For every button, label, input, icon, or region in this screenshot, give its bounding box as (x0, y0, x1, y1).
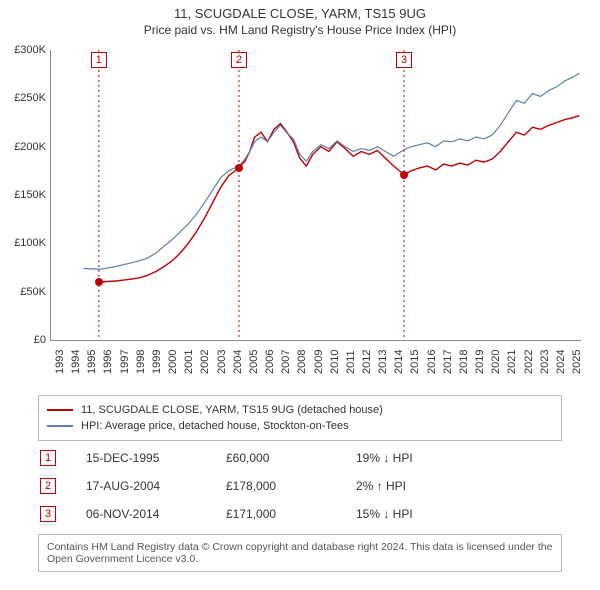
event-row-marker: 3 (40, 506, 56, 522)
x-tick-label: 1999 (151, 350, 163, 374)
x-tick-label: 2002 (199, 350, 211, 374)
legend-row: 11, SCUGDALE CLOSE, YARM, TS15 9UG (deta… (47, 402, 553, 418)
event-marker: 2 (231, 52, 247, 68)
y-tick-label: £150K (0, 189, 46, 201)
event-row: 3 06-NOV-2014 £171,000 15% ↓ HPI (38, 500, 562, 528)
event-hpi: 15% ↓ HPI (356, 507, 486, 521)
y-tick-label: £200K (0, 141, 46, 153)
x-tick-label: 2017 (442, 350, 454, 374)
event-row-marker: 1 (40, 450, 56, 466)
event-price: £171,000 (226, 507, 356, 521)
x-tick-label: 2016 (426, 350, 438, 374)
event-dot (235, 164, 243, 172)
x-tick-label: 2001 (183, 350, 195, 374)
event-price: £60,000 (226, 451, 356, 465)
x-tick-label: 1998 (135, 350, 147, 374)
legend: 11, SCUGDALE CLOSE, YARM, TS15 9UG (deta… (38, 395, 562, 441)
legend-swatch (47, 409, 73, 411)
event-hpi: 2% ↑ HPI (356, 479, 486, 493)
x-tick-label: 2025 (571, 350, 583, 374)
series-line (99, 116, 580, 282)
x-tick-label: 2008 (296, 350, 308, 374)
event-row: 2 17-AUG-2004 £178,000 2% ↑ HPI (38, 472, 562, 500)
chart-container: 11, SCUGDALE CLOSE, YARM, TS15 9UG Price… (0, 0, 600, 590)
x-tick-label: 2024 (555, 350, 567, 374)
event-date: 15-DEC-1995 (86, 451, 226, 465)
x-tick-label: 2012 (361, 350, 373, 374)
x-tick-label: 1993 (54, 350, 66, 374)
x-tick-label: 2007 (280, 350, 292, 374)
x-tick-label: 2020 (490, 350, 502, 374)
x-tick-label: 2003 (216, 350, 228, 374)
event-dot (95, 278, 103, 286)
event-row-marker: 2 (40, 478, 56, 494)
x-tick-label: 2015 (409, 350, 421, 374)
x-tick-label: 2004 (232, 350, 244, 374)
legend-label: HPI: Average price, detached house, Stoc… (81, 420, 349, 432)
y-tick-label: £0 (0, 334, 46, 346)
event-date: 06-NOV-2014 (86, 507, 226, 521)
legend-label: 11, SCUGDALE CLOSE, YARM, TS15 9UG (deta… (81, 404, 383, 416)
x-tick-label: 2013 (377, 350, 389, 374)
events-table: 1 15-DEC-1995 £60,000 19% ↓ HPI 2 17-AUG… (38, 444, 562, 528)
event-price: £178,000 (226, 479, 356, 493)
x-tick-label: 2021 (506, 350, 518, 374)
x-tick-label: 2005 (248, 350, 260, 374)
event-dot (400, 171, 408, 179)
x-tick-label: 2023 (539, 350, 551, 374)
legend-row: HPI: Average price, detached house, Stoc… (47, 418, 553, 434)
x-tick-label: 1996 (102, 350, 114, 374)
x-tick-label: 2000 (167, 350, 179, 374)
x-tick-label: 2006 (264, 350, 276, 374)
x-tick-label: 2022 (523, 350, 535, 374)
y-tick-label: £100K (0, 237, 46, 249)
x-tick-label: 2010 (329, 350, 341, 374)
x-tick-label: 2018 (458, 350, 470, 374)
legend-swatch (47, 425, 73, 427)
chart-title: 11, SCUGDALE CLOSE, YARM, TS15 9UG (0, 0, 600, 21)
event-marker: 1 (91, 52, 107, 68)
x-tick-label: 1995 (86, 350, 98, 374)
x-tick-label: 2011 (345, 350, 357, 374)
y-tick-label: £50K (0, 286, 46, 298)
series-line (83, 73, 579, 269)
x-tick-label: 2019 (474, 350, 486, 374)
x-tick-label: 1994 (70, 350, 82, 374)
x-tick-label: 1997 (119, 350, 131, 374)
event-hpi: 19% ↓ HPI (356, 451, 486, 465)
event-marker: 3 (396, 52, 412, 68)
event-row: 1 15-DEC-1995 £60,000 19% ↓ HPI (38, 444, 562, 472)
y-tick-label: £250K (0, 92, 46, 104)
x-tick-label: 2009 (313, 350, 325, 374)
chart-subtitle: Price paid vs. HM Land Registry's House … (0, 21, 600, 41)
y-tick-label: £300K (0, 44, 46, 56)
event-date: 17-AUG-2004 (86, 479, 226, 493)
x-tick-label: 2014 (393, 350, 405, 374)
attribution: Contains HM Land Registry data © Crown c… (38, 534, 562, 572)
line-series (51, 50, 581, 340)
plot-area: 1 2 3 (50, 50, 581, 341)
